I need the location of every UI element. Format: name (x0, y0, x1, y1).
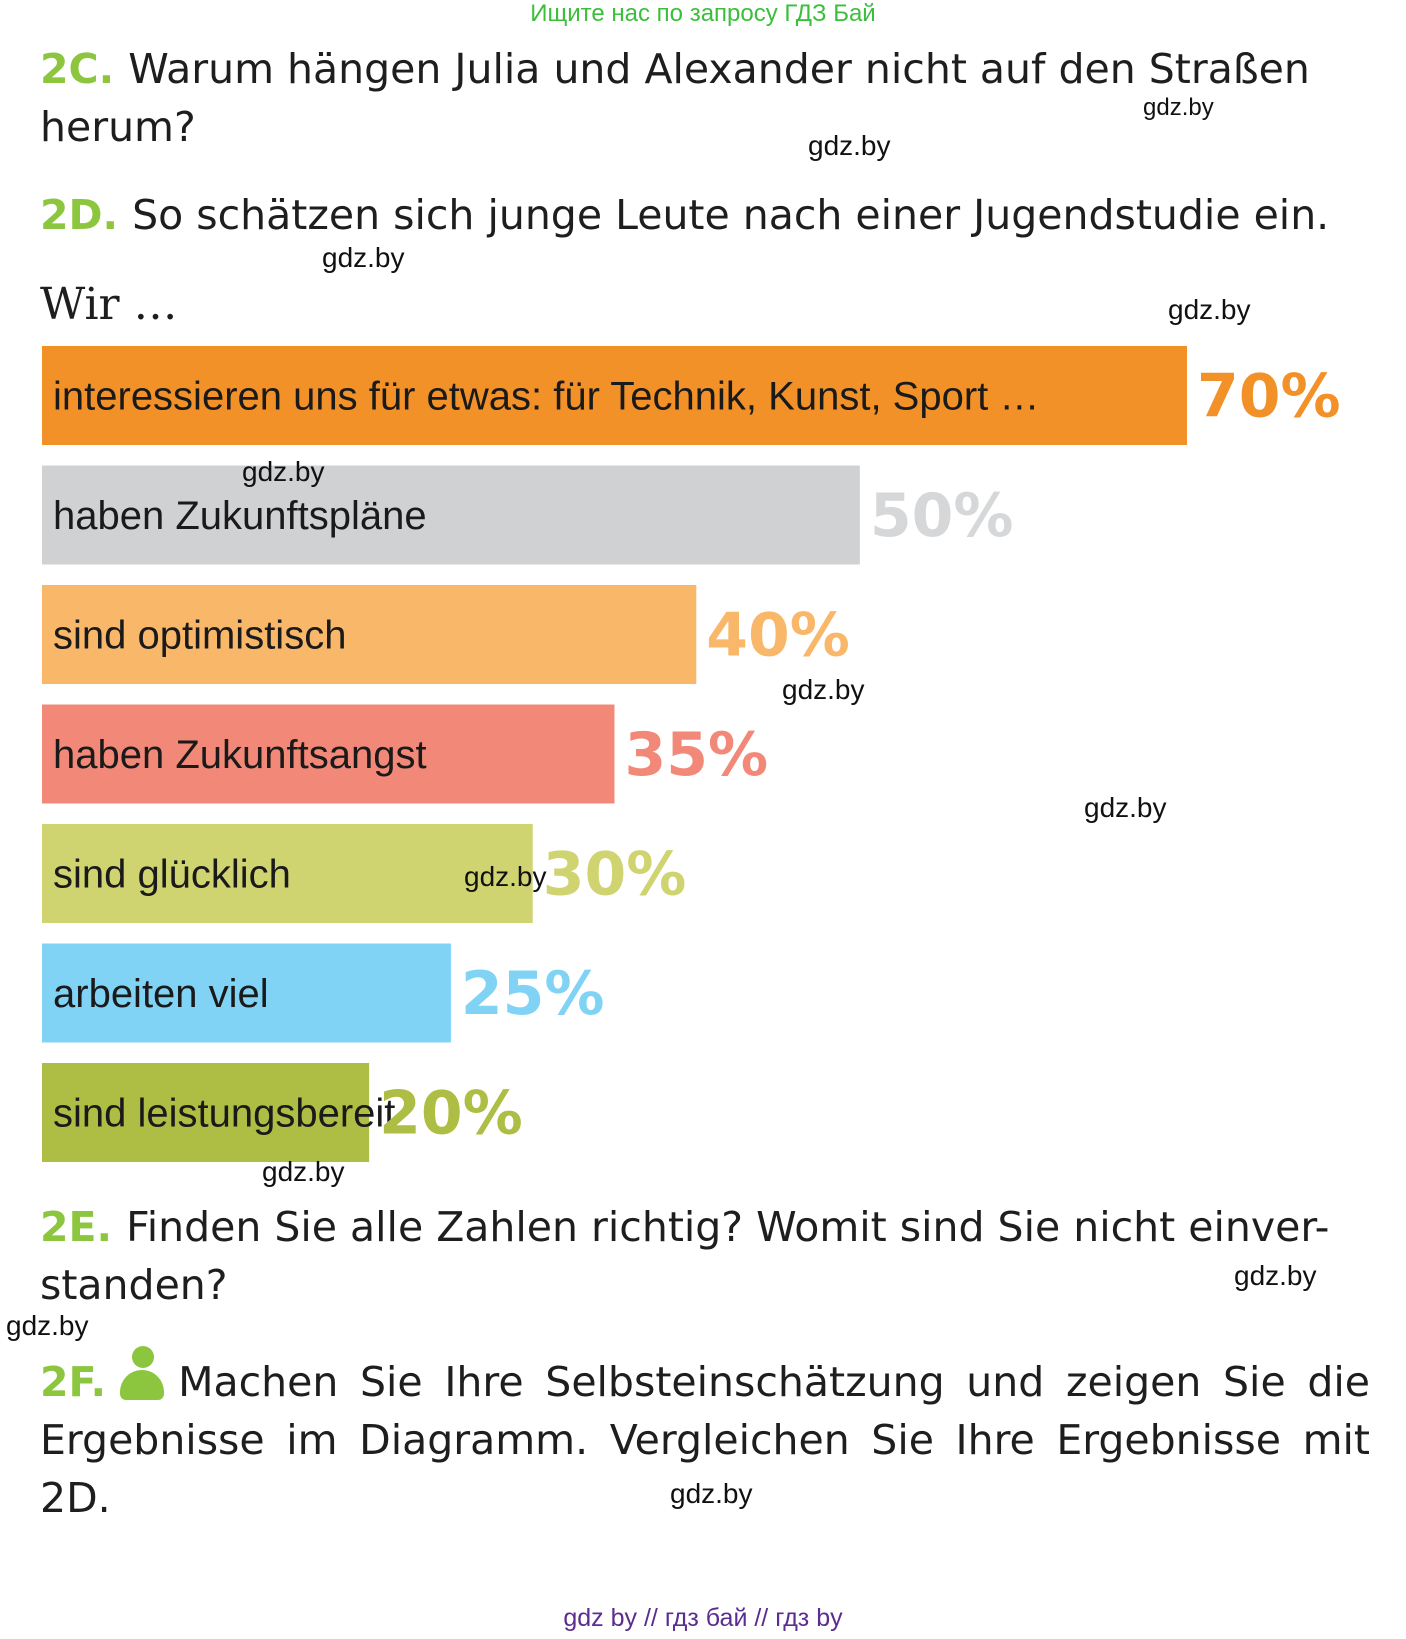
watermark: gdz.by (782, 674, 865, 705)
watermark: gdz.by (1234, 1260, 1317, 1291)
bar-category-label: sind glücklich (53, 853, 291, 897)
watermark: gdz.by (464, 861, 547, 892)
chart-intro-label: Wir … (40, 279, 178, 330)
task-2d-text: So schätzen sich junge Leute nach einer … (132, 191, 1330, 239)
watermark: gdz.by (262, 1156, 345, 1187)
task-2e-text: Finden Sie alle Zahlen richtig? Womit si… (40, 1203, 1330, 1309)
watermark: gdz.by (808, 130, 891, 161)
task-2d-number: 2D. (40, 191, 119, 239)
watermark: gdz.by (1084, 792, 1167, 823)
task-2c-number: 2C. (40, 45, 115, 93)
bar-value-label: 20% (379, 1079, 523, 1149)
task-2f-number: 2F. (40, 1358, 107, 1406)
task-2e-number: 2E. (40, 1203, 113, 1251)
bar (42, 943, 451, 1043)
bar (42, 1063, 370, 1162)
bar-category-label: sind leistungsbereit (53, 1092, 395, 1136)
bar-value-label: 35% (625, 720, 769, 790)
bar (42, 465, 860, 565)
bar (42, 824, 533, 923)
watermark: gdz.by (1168, 294, 1251, 325)
bar-category-label: haben Zukunftsangst (53, 733, 427, 777)
person-icon (120, 1346, 165, 1400)
watermark: gdz.by (242, 456, 325, 487)
bar-value-label: 30% (543, 840, 687, 910)
watermark: gdz.by (322, 242, 405, 273)
bar-value-label: 50% (870, 481, 1014, 551)
bar-value-label: 70% (1197, 362, 1341, 432)
bar-value-label: 25% (461, 959, 605, 1029)
task-2f-text: Machen Sie Ihre Selbsteinschätzung und z… (40, 1358, 1370, 1522)
bar-category-label: sind optimistisch (53, 614, 346, 658)
footer-links: gdz by // гдз бай // гдз by (563, 1604, 843, 1632)
bar-value-label: 40% (706, 601, 850, 671)
task-2c: 2C. Warum hängen Julia und Alexander nich… (40, 40, 1370, 156)
task-2f: 2F. Machen Sie Ihre Selbsteinschätzung un… (40, 1346, 1370, 1527)
watermark: gdz.by (6, 1310, 89, 1341)
bar-category-label: haben Zukunftspläne (53, 494, 427, 538)
bar-category-label: interessieren uns für etwas: für Technik… (53, 375, 1039, 419)
bar (42, 346, 1187, 445)
top-banner: Ищите нас по запросу ГДЗ Бай (530, 0, 876, 27)
task-2e: 2E. Finden Sie alle Zahlen richtig? Womit… (40, 1198, 1370, 1314)
bar-category-label: arbeiten viel (53, 972, 269, 1016)
task-2d: 2D. So schätzen sich junge Leute nach ein… (40, 186, 1370, 244)
watermark: gdz.by (670, 1478, 753, 1509)
bar (42, 585, 697, 684)
watermark: gdz.by (1143, 94, 1214, 121)
task-2c-text: Warum hängen Julia und Alexander nicht a… (40, 45, 1310, 151)
bar (42, 704, 615, 804)
